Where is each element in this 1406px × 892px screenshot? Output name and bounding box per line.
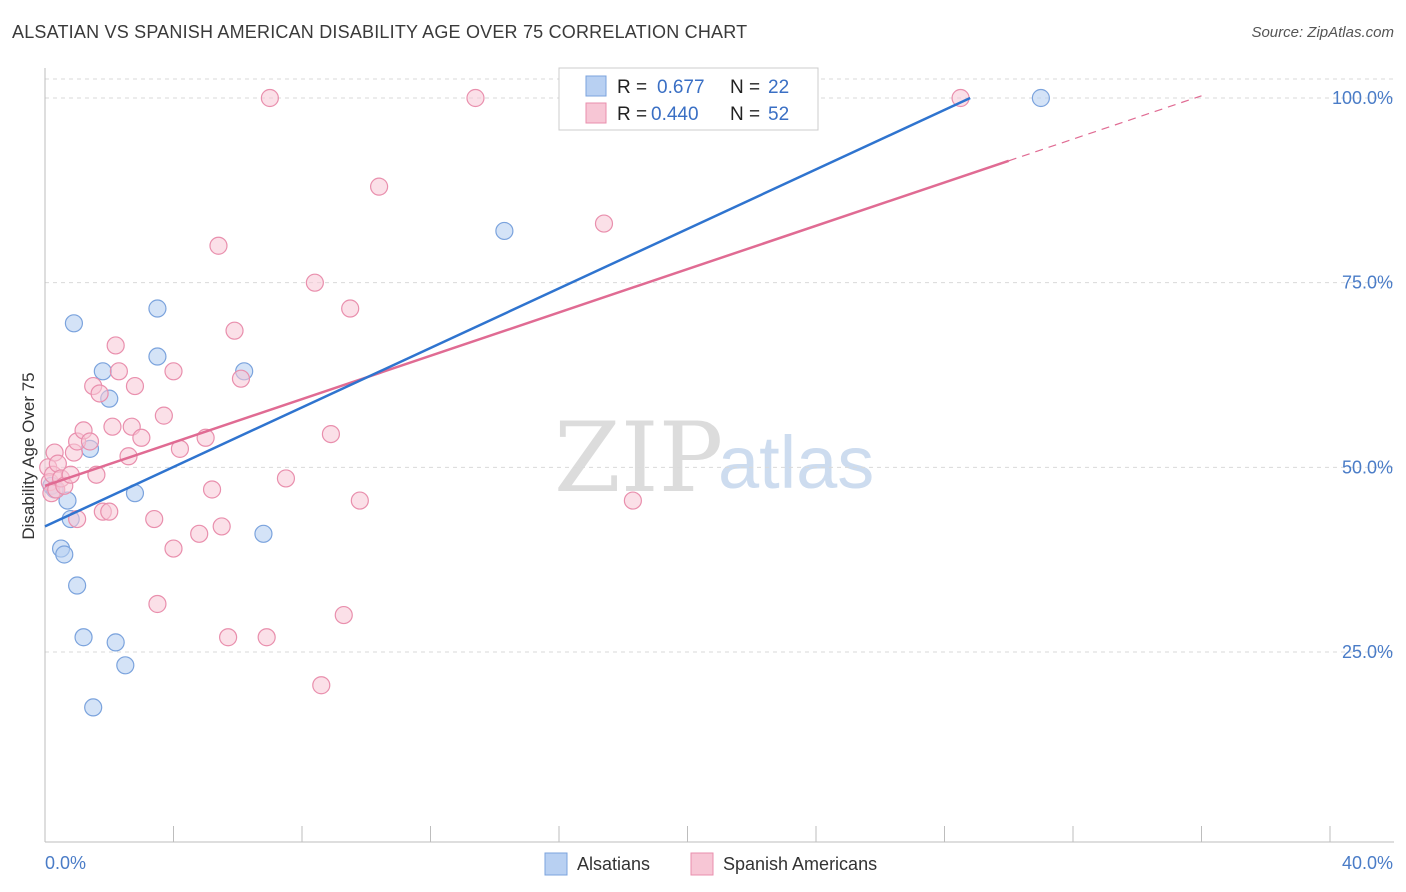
legend-spanish-label: Spanish Americans — [723, 854, 877, 874]
alsatians-point — [148, 347, 167, 366]
spanish-americans-point — [164, 362, 183, 381]
legend-alsatians-label: Alsatians — [577, 854, 650, 874]
spanish-americans-point — [80, 432, 100, 451]
spanish-americans-trend-extension — [1008, 95, 1202, 162]
spanish-americans-point — [312, 676, 331, 695]
alsatians-point — [106, 633, 125, 652]
stats-legend: R = 0.677 N = 22 R = 0.440 N = 52 — [558, 67, 819, 131]
spanish-americans-point — [106, 336, 125, 355]
spanish-americans-point — [154, 406, 173, 425]
spanish-americans-point — [219, 628, 238, 647]
spanish-americans-point — [164, 539, 183, 558]
x-tick-label: 40.0% — [1342, 853, 1393, 873]
spanish-americans-point — [202, 480, 222, 499]
spanish-americans-point — [145, 509, 164, 529]
spanish-americans-point — [623, 491, 642, 510]
spanish-americans-point — [190, 524, 209, 543]
spanish-n-value: 52 — [768, 104, 789, 125]
spanish-americans-point — [466, 88, 485, 108]
alsatians-point — [68, 576, 87, 595]
alsatians-point — [254, 524, 273, 543]
alsatians-n-label: N = — [730, 77, 760, 98]
alsatians-point — [93, 362, 112, 381]
alsatians-point — [116, 656, 135, 675]
alsatians-r-label: R = — [617, 77, 647, 98]
y-tick-label: 50.0% — [1342, 457, 1393, 477]
y-axis-label: Disability Age Over 75 — [19, 372, 38, 539]
spanish-americans-point — [212, 517, 231, 536]
spanish-americans-point — [257, 628, 276, 647]
y-tick-label: 100.0% — [1332, 88, 1393, 108]
spanish-americans-point — [90, 384, 109, 403]
spanish-americans-point — [321, 424, 341, 444]
alsatians-point — [74, 628, 93, 647]
x-tick-labels: 0.0% 40.0% — [45, 853, 1393, 873]
x-tick-label: 0.0% — [45, 853, 86, 873]
spanish-americans-point — [260, 88, 279, 108]
alsatians-trend-line — [44, 96, 971, 528]
spanish-americans-points — [39, 88, 970, 695]
y-tick-label: 75.0% — [1342, 273, 1393, 293]
spanish-americans-point — [341, 299, 360, 318]
spanish-americans-point — [594, 214, 614, 233]
y-tick-label: 25.0% — [1342, 642, 1393, 662]
spanish-americans-point — [350, 491, 369, 510]
trend-lines — [44, 95, 1202, 528]
y-tick-labels: 25.0% 50.0% 75.0% 100.0% — [1332, 88, 1393, 662]
alsatians-point — [64, 314, 84, 333]
spanish-r-label: R = — [617, 104, 647, 125]
spanish-americans-point — [103, 417, 122, 436]
legend-alsatians-swatch — [544, 852, 568, 876]
spanish-americans-point — [119, 447, 138, 466]
spanish-americans-point — [132, 428, 151, 447]
alsatians-point — [1031, 88, 1050, 108]
spanish-americans-point — [100, 502, 119, 521]
spanish-americans-point — [125, 376, 145, 396]
alsatians-point — [55, 545, 74, 564]
spanish-americans-point — [231, 369, 251, 388]
spanish-r-value: 0.440 — [651, 104, 699, 125]
alsatians-point — [84, 698, 103, 717]
alsatians-swatch — [585, 75, 607, 97]
spanish-americans-point — [209, 236, 228, 255]
alsatians-r-value: 0.677 — [657, 77, 705, 98]
spanish-americans-point — [370, 177, 389, 196]
axes — [44, 68, 1394, 843]
alsatians-point — [495, 221, 514, 241]
series-legend: Alsatians Spanish Americans — [544, 852, 877, 876]
spanish-americans-point — [109, 362, 128, 381]
legend-spanish-swatch — [690, 852, 714, 876]
spanish-americans-point — [225, 321, 244, 340]
source-credit: Source: ZipAtlas.com — [1251, 24, 1394, 41]
alsatians-n-value: 22 — [768, 77, 789, 98]
spanish-swatch — [585, 102, 607, 124]
watermark-atlas: atlas — [718, 421, 874, 504]
chart-title: ALSATIAN VS SPANISH AMERICAN DISABILITY … — [12, 22, 748, 42]
spanish-americans-point — [334, 605, 353, 625]
spanish-americans-trend-line — [44, 159, 1010, 487]
spanish-americans-point — [305, 273, 324, 292]
spanish-americans-point — [148, 594, 167, 614]
alsatians-points — [42, 88, 1050, 717]
alsatians-point — [148, 299, 167, 318]
spanish-americans-point — [276, 469, 296, 488]
spanish-n-label: N = — [730, 104, 760, 125]
